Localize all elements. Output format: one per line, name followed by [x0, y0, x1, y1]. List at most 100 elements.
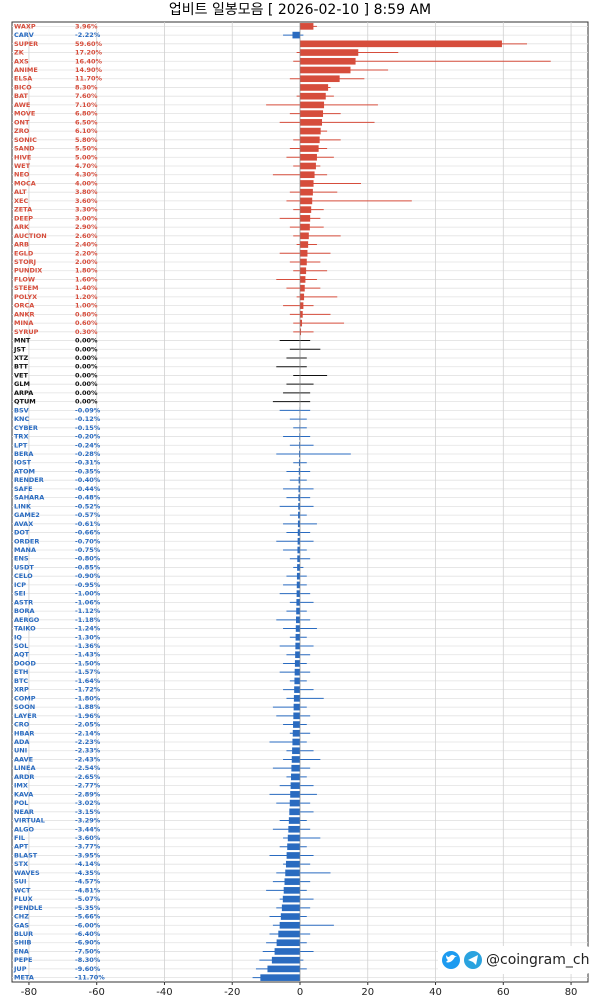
bar: [292, 31, 300, 39]
value-label: -3.60%: [75, 834, 101, 842]
bar: [283, 887, 300, 894]
category-label: WET: [14, 162, 31, 170]
bar: [300, 241, 309, 248]
value-label: 0.00%: [75, 389, 98, 397]
bar: [278, 930, 300, 938]
category-label: IOST: [14, 459, 32, 467]
bar: [300, 136, 320, 144]
bar: [300, 180, 314, 187]
watermark-text: @coingram_ch: [486, 952, 589, 968]
category-label: NEO: [14, 171, 30, 179]
category-label: ALGO: [14, 825, 35, 833]
category-label: CARV: [14, 31, 34, 39]
category-label: GAS: [14, 921, 29, 929]
x-tick-label: -80: [21, 987, 37, 998]
value-label: -5.66%: [75, 913, 101, 921]
category-label: NEAR: [14, 808, 34, 816]
category-label: BTT: [14, 363, 29, 371]
value-label: -0.35%: [75, 467, 101, 475]
bar: [295, 651, 300, 659]
value-label: 0.60%: [75, 319, 98, 327]
x-tick-label: -60: [89, 987, 105, 998]
category-label: LAYER: [14, 712, 37, 720]
bar: [300, 328, 302, 336]
bar: [300, 171, 315, 179]
value-label: -2.14%: [75, 729, 101, 737]
bar: [289, 808, 300, 816]
x-tick-label: -40: [156, 987, 172, 998]
value-label: -0.31%: [75, 459, 101, 467]
category-label: BLUR: [14, 930, 33, 938]
value-label: -1.36%: [75, 642, 101, 650]
value-label: -1.00%: [75, 590, 101, 598]
category-label: TRX: [14, 433, 28, 441]
value-label: -3.02%: [75, 799, 101, 807]
category-label: ARK: [14, 223, 30, 231]
value-label: -0.66%: [75, 529, 101, 537]
bar: [300, 162, 316, 170]
category-label: SYRUP: [14, 328, 39, 336]
bar: [300, 119, 323, 126]
value-label: 59.60%: [75, 40, 103, 48]
bar: [300, 66, 351, 74]
value-label: -1.50%: [75, 659, 101, 667]
category-label: SOON: [14, 703, 35, 711]
value-label: 1.60%: [75, 275, 98, 283]
bar: [300, 319, 303, 327]
category-label: AQT: [14, 651, 30, 659]
value-label: 0.00%: [75, 371, 98, 379]
value-label: -1.18%: [75, 616, 101, 624]
value-label: 0.00%: [75, 345, 98, 353]
value-label: 3.80%: [75, 188, 98, 196]
x-tick-label: 40: [429, 987, 442, 998]
category-label: ARB: [14, 241, 29, 249]
category-label: ARPA: [14, 389, 33, 397]
category-label: STEEM: [14, 284, 38, 292]
category-label: QTUM: [14, 398, 36, 406]
value-label: -3.95%: [75, 851, 101, 859]
category-label: SAND: [14, 145, 35, 153]
bar: [298, 468, 300, 475]
bar: [298, 476, 300, 484]
value-label: 4.70%: [75, 162, 98, 170]
value-label: -3.29%: [75, 817, 101, 825]
bar: [299, 450, 300, 458]
value-label: -2.33%: [75, 747, 101, 755]
category-label: FLOW: [14, 275, 35, 283]
category-label: MINA: [14, 319, 33, 327]
category-label: HIVE: [14, 153, 31, 161]
value-label: 7.10%: [75, 101, 98, 109]
bar: [300, 197, 313, 205]
bar: [288, 825, 300, 833]
x-tick-label: 80: [565, 987, 578, 998]
category-label: BAT: [14, 92, 28, 100]
category-label: SAFE: [14, 485, 33, 493]
category-label: ADA: [14, 738, 29, 746]
value-label: 6.10%: [75, 127, 98, 135]
category-label: TAIKO: [14, 625, 36, 633]
watermark: @coingram_ch: [438, 946, 590, 974]
value-label: 3.60%: [75, 197, 98, 205]
bar: [274, 948, 300, 955]
category-label: WAVES: [14, 869, 40, 877]
value-label: 1.20%: [75, 293, 98, 301]
bar: [282, 895, 300, 903]
value-label: 4.00%: [75, 179, 98, 187]
bar: [294, 668, 300, 676]
bar: [291, 773, 300, 781]
value-label: 14.90%: [75, 66, 103, 74]
category-label: SEI: [14, 590, 26, 598]
value-label: -3.77%: [75, 843, 101, 851]
value-label: 0.00%: [75, 380, 98, 388]
bar: [281, 904, 300, 912]
value-label: 3.96%: [75, 22, 98, 30]
bar: [292, 729, 300, 737]
value-label: -2.05%: [75, 721, 101, 729]
category-label: XEC: [14, 197, 28, 205]
bar: [300, 101, 325, 109]
value-label: -1.24%: [75, 625, 101, 633]
category-label: BSV: [14, 406, 29, 414]
category-label: POL: [14, 799, 28, 807]
bar: [291, 764, 300, 772]
category-label: AUCTION: [14, 232, 47, 240]
